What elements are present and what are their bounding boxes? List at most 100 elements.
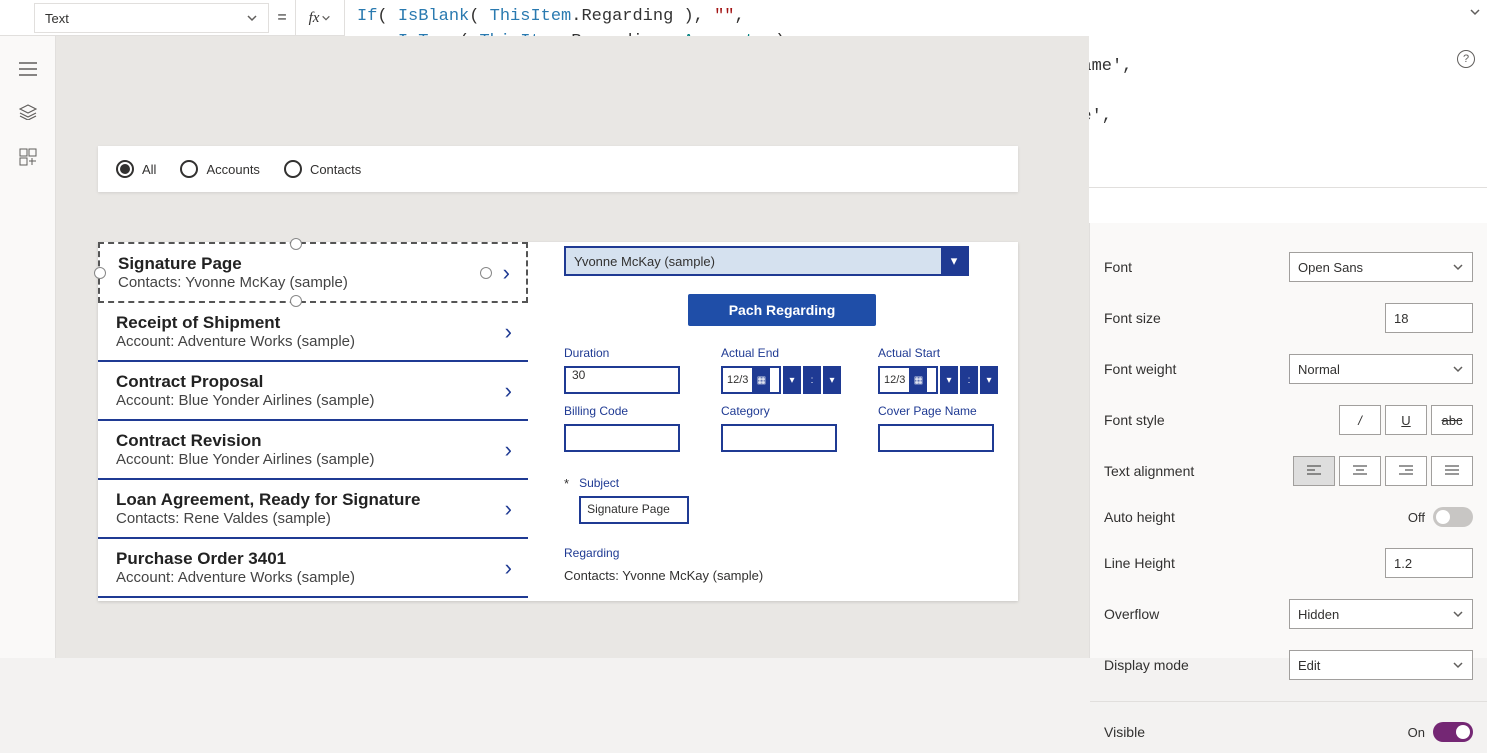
chevron-right-icon: › [505,555,512,581]
regarding-label: Regarding [564,546,1000,560]
list-item-subtitle: Contacts: Rene Valdes (sample) [116,510,420,527]
list-item-subtitle: Account: Blue Yonder Airlines (sample) [116,392,374,409]
help-button[interactable]: ? [1457,50,1475,68]
chevron-down-icon [1452,608,1464,620]
required-icon: * [564,476,569,524]
align-left-button[interactable] [1293,456,1335,486]
duration-input[interactable]: 30 [564,366,680,394]
font-style-label: Font style [1104,412,1165,428]
chevron-right-icon: › [505,496,512,522]
list-item-title: Signature Page [118,254,348,274]
line-height-input[interactable]: 1.2 [1385,548,1473,578]
list-item[interactable]: Receipt of ShipmentAccount: Adventure Wo… [98,303,528,362]
canvas-area: AllAccountsContacts Signature PageContac… [56,36,1089,658]
list-item-subtitle: Account: Adventure Works (sample) [116,333,355,350]
font-size-label: Font size [1104,310,1161,326]
selection-handle[interactable] [290,295,302,307]
layers-icon[interactable] [19,104,37,120]
list-item-title: Contract Proposal [116,372,374,392]
property-selector-value: Text [45,11,69,26]
regarding-value: Contacts: Yvonne McKay (sample) [564,568,1000,583]
actual-end-label: Actual End [721,346,856,360]
cover-page-input[interactable] [878,424,994,452]
chevron-down-icon [1452,363,1464,375]
detail-panel: Yvonne McKay (sample) ▾ Pach Regarding D… [546,242,1018,601]
chevron-down-icon: ▾ [941,248,967,274]
chevron-right-icon: › [503,260,510,286]
list-item-subtitle: Contacts: Yvonne McKay (sample) [118,274,348,291]
category-label: Category [721,404,856,418]
selection-handle[interactable] [480,267,492,279]
filter-radio-contacts[interactable]: Contacts [284,160,361,178]
text-alignment-label: Text alignment [1104,463,1194,479]
filter-radio-all[interactable]: All [116,160,156,178]
underline-button[interactable]: U [1385,405,1427,435]
list-item[interactable]: Purchase Order 3401Account: Adventure Wo… [98,539,528,598]
align-right-button[interactable] [1385,456,1427,486]
list-item[interactable]: Loan Agreement, Ready for SignatureConta… [98,480,528,539]
chevron-down-icon [1469,6,1481,18]
chevron-right-icon: › [505,319,512,345]
patch-regarding-button[interactable]: Pach Regarding [688,294,876,326]
left-rail [0,36,56,658]
hamburger-icon[interactable] [19,62,37,76]
list-item-title: Receipt of Shipment [116,313,355,333]
fx-button[interactable]: fx [295,0,345,36]
overflow-label: Overflow [1104,606,1159,622]
chevron-right-icon: › [505,378,512,404]
formula-expand-button[interactable] [1469,6,1481,18]
fax-list: Signature PageContacts: Yvonne McKay (sa… [98,242,528,598]
equals-label: = [269,0,295,36]
actual-start-label: Actual Start [878,346,1013,360]
list-item[interactable]: Contract ProposalAccount: Blue Yonder Ai… [98,362,528,421]
billing-code-input[interactable] [564,424,680,452]
font-label: Font [1104,259,1132,275]
font-weight-label: Font weight [1104,361,1176,377]
auto-height-toggle[interactable] [1433,507,1473,527]
visible-toggle[interactable] [1433,722,1473,742]
actual-end-input[interactable]: 12/3▦ ▾:▾ [721,366,856,394]
chevron-down-icon [1452,261,1464,273]
list-item-title: Loan Agreement, Ready for Signature [116,490,420,510]
subject-input[interactable]: Signature Page [579,496,689,524]
overflow-dropdown[interactable]: Hidden [1289,599,1473,629]
font-weight-dropdown[interactable]: Normal [1289,354,1473,384]
duration-label: Duration [564,346,699,360]
contact-selector-value: Yvonne McKay (sample) [574,254,715,269]
display-mode-dropdown[interactable]: Edit [1289,650,1473,680]
filter-radio-accounts[interactable]: Accounts [180,160,259,178]
list-item-title: Purchase Order 3401 [116,549,355,569]
insert-icon[interactable] [19,148,37,166]
property-selector[interactable]: Text [34,3,269,33]
list-item-subtitle: Account: Adventure Works (sample) [116,569,355,586]
auto-height-label: Auto height [1104,509,1175,525]
selection-handle[interactable] [94,267,106,279]
billing-code-label: Billing Code [564,404,699,418]
italic-button[interactable]: / [1339,405,1381,435]
font-dropdown[interactable]: Open Sans [1289,252,1473,282]
chevron-right-icon: › [505,437,512,463]
align-justify-button[interactable] [1431,456,1473,486]
strikethrough-button[interactable]: abc [1431,405,1473,435]
list-item[interactable]: Contract RevisionAccount: Blue Yonder Ai… [98,421,528,480]
chevron-down-icon [321,13,331,23]
filter-radio-group: All Accounts Contacts [98,146,1018,192]
font-size-input[interactable]: 18 [1385,303,1473,333]
contact-selector[interactable]: Yvonne McKay (sample) ▾ [564,246,969,276]
visible-label: Visible [1104,724,1145,740]
cover-page-label: Cover Page Name [878,404,1013,418]
align-center-button[interactable] [1339,456,1381,486]
list-item[interactable]: Signature PageContacts: Yvonne McKay (sa… [98,242,528,303]
fx-label: fx [309,10,320,27]
chevron-down-icon [1452,659,1464,671]
display-mode-label: Display mode [1104,657,1189,673]
line-height-label: Line Height [1104,555,1175,571]
subject-label: Subject [579,476,689,490]
category-input[interactable] [721,424,837,452]
calendar-icon: ▦ [909,366,927,394]
list-item-title: Contract Revision [116,431,374,451]
chevron-down-icon [246,12,258,24]
calendar-icon: ▦ [752,366,770,394]
actual-start-input[interactable]: 12/3▦ ▾:▾ [878,366,1013,394]
selection-handle[interactable] [290,238,302,250]
